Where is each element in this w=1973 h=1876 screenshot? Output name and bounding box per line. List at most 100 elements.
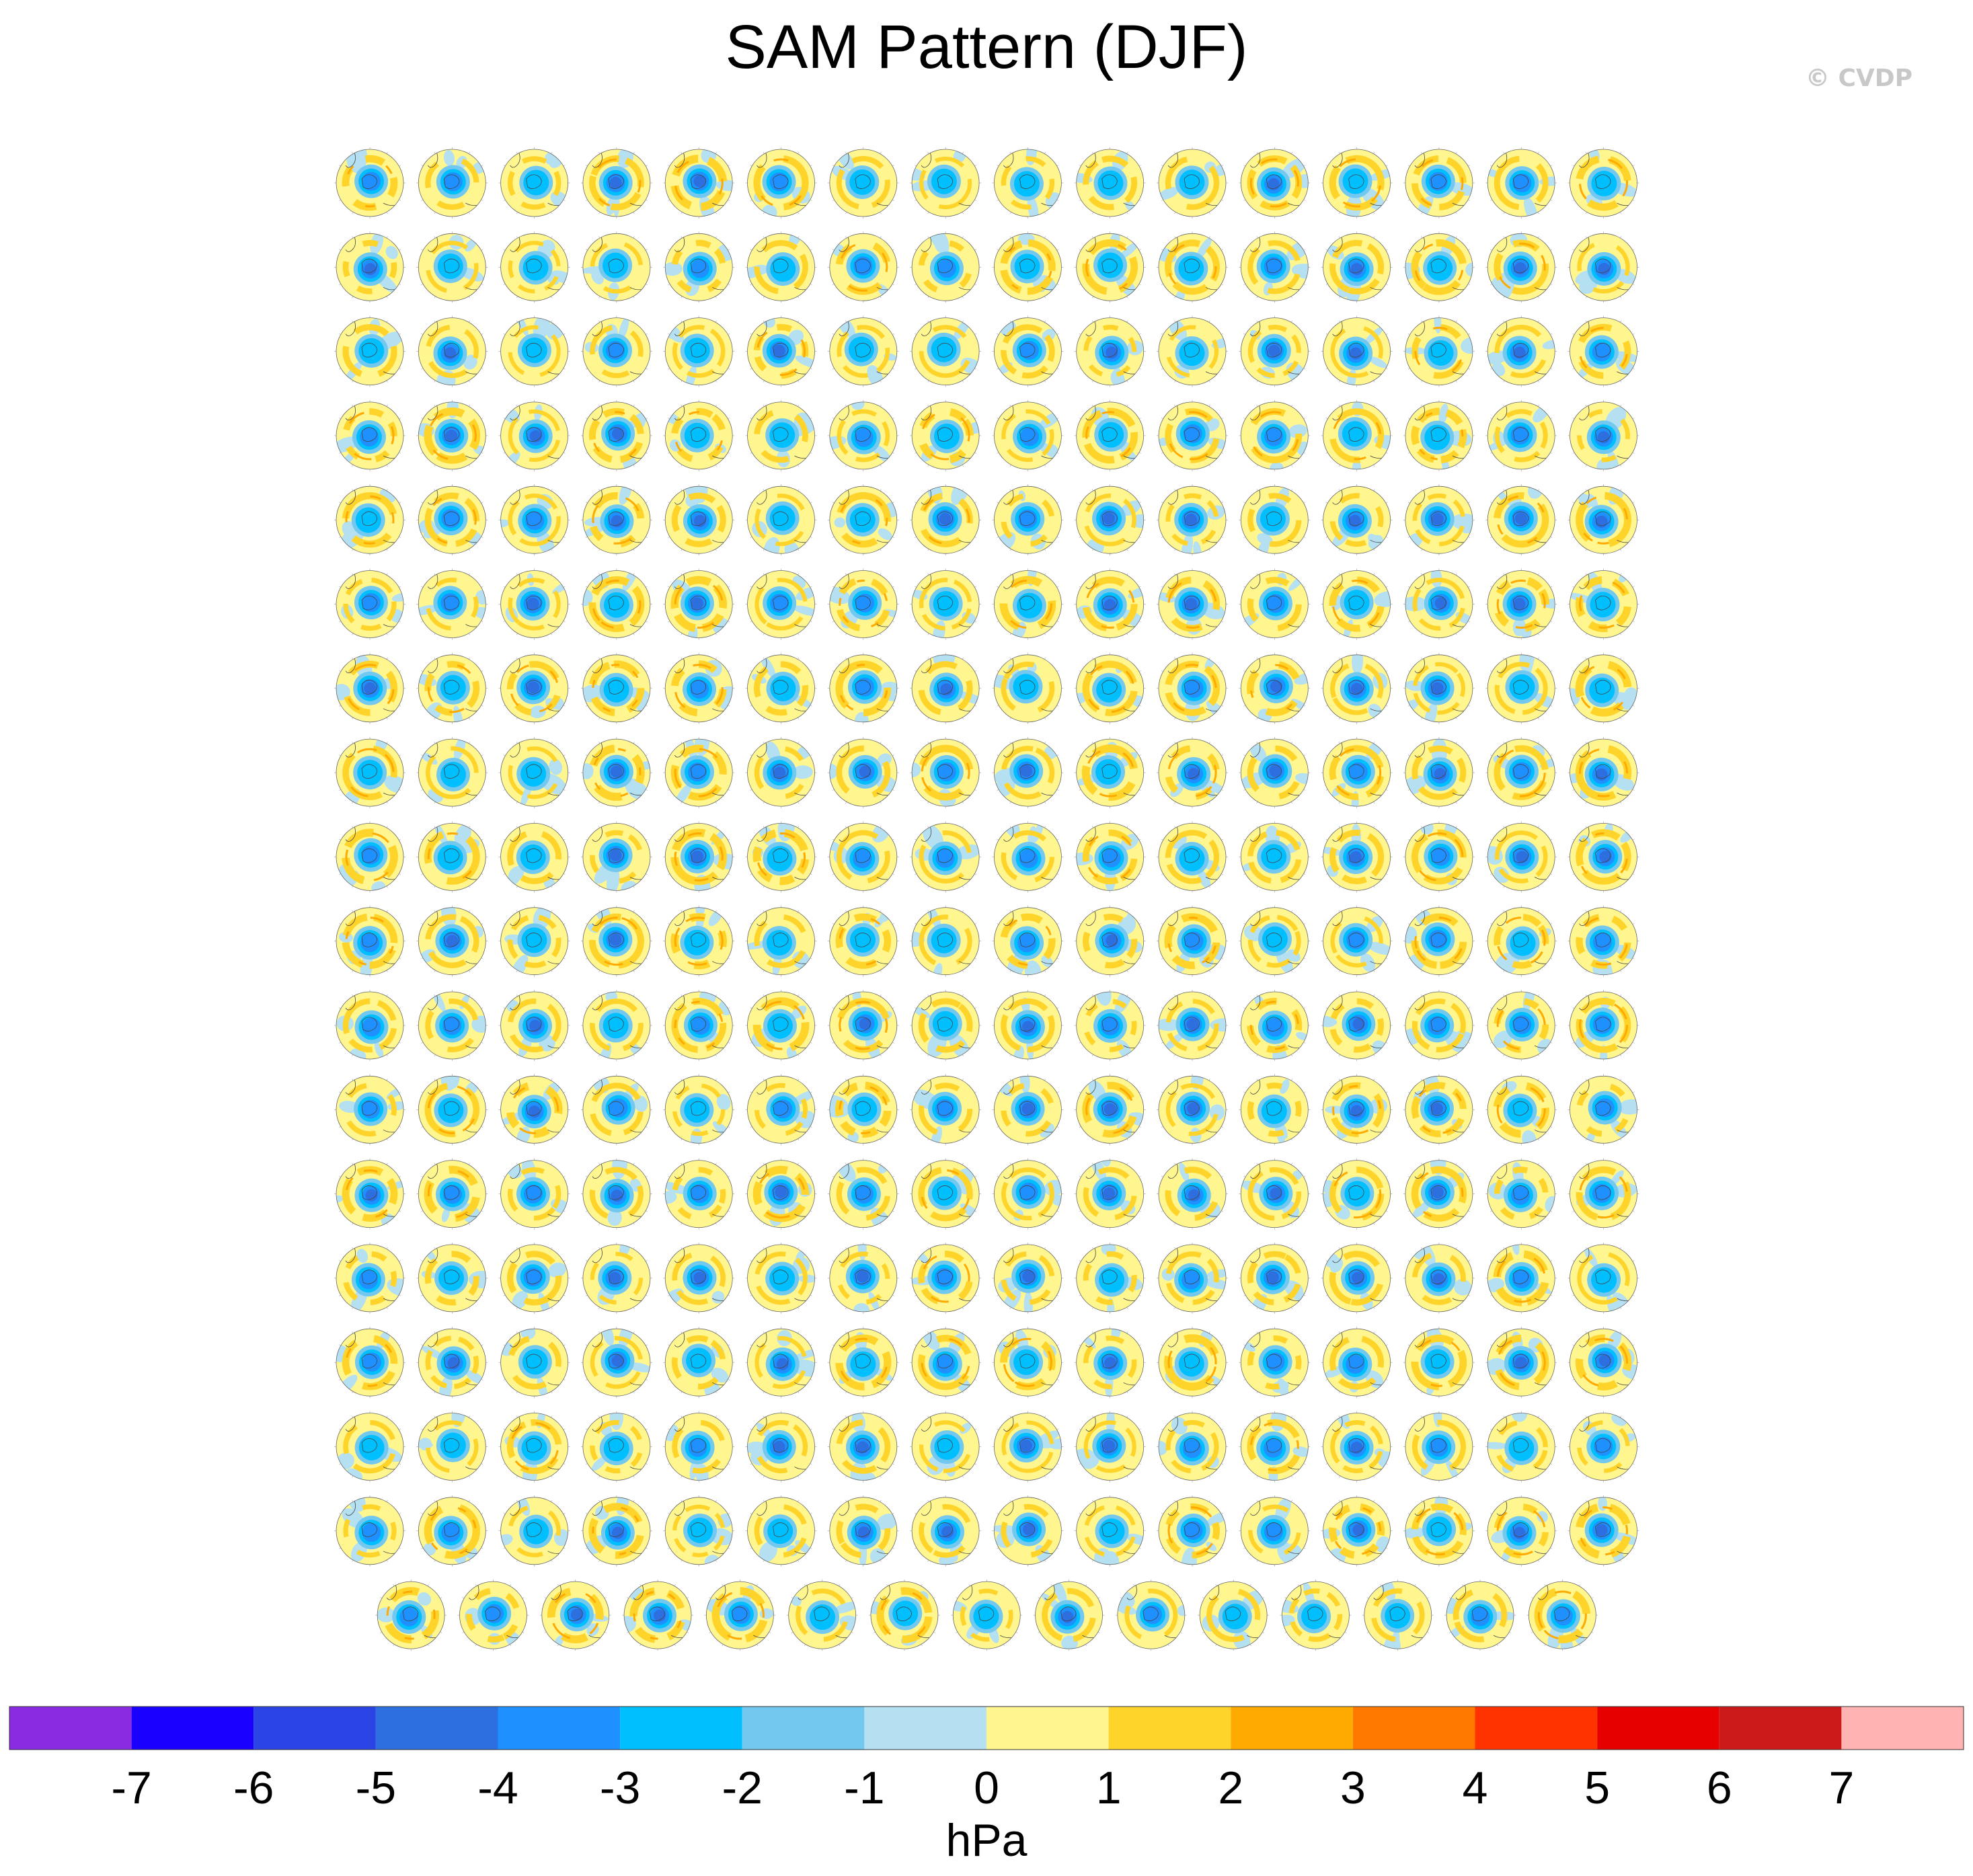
map-panel: [498, 231, 570, 303]
map-panel: [663, 147, 735, 219]
map-panel: [910, 147, 982, 219]
map-panel: [1485, 568, 1557, 640]
map-panel: [910, 821, 982, 893]
map-panel: [1403, 905, 1475, 977]
map-panel: [1239, 737, 1311, 809]
map-panel: [1485, 652, 1557, 724]
map-panel: [1239, 990, 1311, 1061]
map-panel: [334, 1411, 405, 1483]
map-panel: [663, 737, 735, 809]
colorbar-swatch: [1841, 1707, 1964, 1750]
map-panel: [868, 1579, 940, 1651]
map-panel: [910, 1074, 982, 1146]
map-panel: [1568, 652, 1639, 724]
map-panel: [1568, 1327, 1639, 1399]
map-panel-grid: [334, 147, 1639, 1651]
map-panel: [745, 1074, 817, 1146]
map-panel: [1568, 821, 1639, 893]
map-panel: [827, 1074, 899, 1146]
colorbar-swatch: [1597, 1707, 1719, 1750]
map-panel: [1485, 1158, 1557, 1230]
map-panel: [910, 484, 982, 556]
map-panel: [1074, 737, 1146, 809]
map-panel: [416, 905, 488, 977]
map-panel: [1321, 821, 1393, 893]
map-panel: [498, 905, 570, 977]
map-panel: [1157, 1411, 1228, 1483]
map-panel: [1239, 1074, 1311, 1146]
map-panel: [1074, 231, 1146, 303]
map-panel: [416, 990, 488, 1061]
map-panel: [1280, 1579, 1352, 1651]
map-panel: [910, 990, 982, 1061]
map-panel: [786, 1579, 858, 1651]
map-panel: [745, 147, 817, 219]
map-panel: [992, 1158, 1064, 1230]
map-panel: [498, 568, 570, 640]
map-panel: [1485, 821, 1557, 893]
map-panel: [910, 1327, 982, 1399]
map-panel: [416, 1158, 488, 1230]
map-panel: [580, 1158, 652, 1230]
map-panel: [1157, 905, 1228, 977]
map-panel: [1239, 652, 1311, 724]
map-panel: [1568, 1074, 1639, 1146]
map-panel: [1074, 1411, 1146, 1483]
map-panel: [334, 1495, 405, 1567]
map-panel: [827, 652, 899, 724]
map-panel: [951, 1579, 1023, 1651]
map-panel: [992, 905, 1064, 977]
map-panel: [663, 484, 735, 556]
map-panel: [1403, 1495, 1475, 1567]
map-panel: [910, 1411, 982, 1483]
map-panel: [498, 1495, 570, 1567]
map-panel: [1568, 484, 1639, 556]
map-panel: [992, 315, 1064, 387]
colorbar-swatch: [620, 1707, 742, 1750]
map-panel: [745, 1495, 817, 1567]
map-panel: [1239, 821, 1311, 893]
map-panel: [827, 1242, 899, 1314]
map-panel: [1568, 990, 1639, 1061]
map-panel: [1074, 1074, 1146, 1146]
map-panel: [745, 1327, 817, 1399]
map-panel: [827, 737, 899, 809]
map-panel: [1239, 1158, 1311, 1230]
map-panel: [498, 399, 570, 471]
map-panel: [580, 147, 652, 219]
map-panel: [1074, 1242, 1146, 1314]
map-panel: [1321, 399, 1393, 471]
map-panel: [663, 1074, 735, 1146]
map-panel: [498, 147, 570, 219]
map-panel: [334, 1327, 405, 1399]
map-panel: [1074, 1158, 1146, 1230]
colorbar-swatch: [498, 1707, 621, 1750]
colorbar-tick-label: 4: [1463, 1762, 1488, 1813]
map-panel: [745, 568, 817, 640]
map-panel: [416, 315, 488, 387]
map-panel: [1321, 484, 1393, 556]
map-panel: [580, 568, 652, 640]
chart-title: SAM Pattern (DJF): [725, 13, 1248, 81]
map-panel: [334, 1074, 405, 1146]
map-panel: [1157, 484, 1228, 556]
map-panel: [1157, 1158, 1228, 1230]
map-panel: [1074, 652, 1146, 724]
map-panel: [1568, 737, 1639, 809]
map-panel: [498, 1411, 570, 1483]
map-panel: [1157, 1327, 1228, 1399]
map-panel: [910, 1242, 982, 1314]
map-panel: [580, 821, 652, 893]
map-panel: [622, 1579, 694, 1651]
colorbar-swatch: [1475, 1707, 1598, 1750]
map-panel: [910, 231, 982, 303]
map-panel: [1526, 1579, 1598, 1651]
map-panel: [1321, 905, 1393, 977]
map-panel: [416, 737, 488, 809]
map-panel: [1568, 1158, 1639, 1230]
map-panel: [334, 737, 405, 809]
map-panel: [1568, 147, 1639, 219]
map-panel: [1321, 1327, 1393, 1399]
map-panel: [663, 399, 735, 471]
map-panel: [416, 1327, 488, 1399]
